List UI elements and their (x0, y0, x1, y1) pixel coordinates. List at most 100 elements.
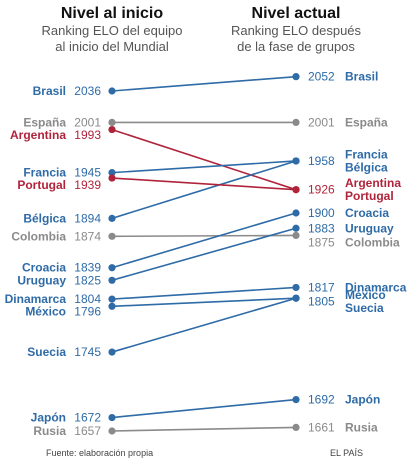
end-name-croacia: Croacia (345, 206, 389, 220)
end-value-espana: 2001 (308, 115, 335, 129)
slope-dots (108, 73, 300, 435)
slope-line-portugal (111, 177, 297, 191)
end-value-croacia: 1900 (308, 206, 335, 220)
start-value-colombia: 1874 (74, 229, 101, 243)
end-value-colombia: 1875 (308, 235, 335, 249)
slope-line-belgica (111, 160, 297, 220)
end-value-mexico-suecia: 1805 (308, 294, 335, 308)
start-name-francia: Francia (23, 166, 66, 180)
right-subtitle-line-2: de la fase de grupos (237, 39, 355, 54)
start-value-croacia: 1839 (74, 261, 101, 275)
end-dot-croacia (292, 209, 300, 217)
end-dot-brasil (292, 73, 300, 81)
end-name-portugal: Portugal (345, 189, 394, 203)
end-value-francia-belgica: 1958 (308, 154, 335, 168)
start-dot-japon (108, 413, 116, 422)
start-name-portugal: Portugal (17, 178, 66, 192)
start-name-belgica: Bélgica (23, 211, 66, 225)
start-value-espana: 2001 (74, 115, 101, 129)
start-value-rusia: 1657 (74, 424, 101, 438)
start-value-dinamarca: 1804 (74, 292, 101, 306)
end-name-mexico: México (345, 288, 386, 302)
start-name-suecia: Suecia (27, 345, 66, 359)
start-dot-argentina (108, 125, 116, 134)
start-name-brasil: Brasil (33, 84, 66, 98)
left-title: Nivel al inicio (61, 5, 163, 22)
start-name-espana: España (23, 115, 66, 129)
start-dot-belgica (108, 214, 116, 222)
end-value-uruguay: 1883 (308, 221, 335, 235)
start-name-croacia: Croacia (22, 261, 66, 275)
start-dot-espana (108, 118, 116, 126)
end-value-dinamarca: 1817 (308, 280, 335, 294)
end-name-suecia: Suecia (345, 301, 384, 315)
start-dot-croacia (108, 264, 116, 272)
end-dot-uruguay (292, 224, 300, 232)
end-name-dinamarca: Dinamarca (345, 280, 407, 294)
end-dot-suecia (292, 294, 300, 302)
end-value-rusia: 1661 (308, 420, 335, 434)
start-value-brasil: 2036 (74, 84, 101, 98)
slope-line-croacia (111, 212, 297, 269)
start-dot-mexico (108, 302, 116, 310)
start-dot-colombia (108, 232, 116, 240)
left-labels: 2036 Brasil 2001 España 1993 Argentina 1945 Fra… (5, 84, 102, 438)
start-name-argentina: Argentina (10, 128, 66, 142)
right-subtitle-line-1: Ranking ELO después (231, 23, 362, 38)
slope-line-colombia (111, 234, 297, 238)
start-name-dinamarca: Dinamarca (5, 292, 67, 306)
slope-line-dinamarca (111, 286, 297, 300)
left-subtitle-line-2: al inicio del Mundial (55, 39, 169, 54)
start-value-portugal: 1939 (74, 178, 101, 192)
end-value-japon: 1692 (308, 393, 335, 407)
end-name-argentina: Argentina (345, 176, 401, 190)
end-dot-portugal (292, 186, 300, 194)
slope-line-brasil (111, 75, 297, 92)
slope-line-japon (111, 398, 297, 419)
source-note: Fuente: elaboración propia (46, 448, 153, 458)
end-name-uruguay: Uruguay (345, 221, 394, 235)
start-value-mexico: 1796 (74, 305, 101, 319)
end-dot-rusia (292, 423, 300, 432)
end-dot-dinamarca (292, 283, 300, 292)
start-value-suecia: 1745 (74, 345, 101, 359)
slope-line-argentina (111, 128, 297, 191)
start-dot-portugal (108, 174, 116, 182)
start-value-argentina: 1993 (74, 128, 101, 142)
start-value-francia: 1945 (74, 166, 101, 180)
start-dot-uruguay (108, 276, 116, 284)
start-name-colombia: Colombia (11, 229, 66, 243)
slope-line-mexico (111, 297, 297, 308)
end-name-brasil: Brasil (345, 70, 378, 84)
start-dot-dinamarca (108, 295, 116, 303)
start-name-rusia: Rusia (33, 424, 66, 438)
end-name-rusia: Rusia (345, 420, 378, 434)
end-name-espana: España (345, 115, 388, 129)
end-dot-colombia (292, 231, 300, 240)
slope-line-uruguay (111, 227, 297, 282)
slope-lines (111, 75, 297, 432)
start-value-belgica: 1894 (74, 211, 101, 225)
end-dot-belgica (292, 157, 300, 165)
start-dot-suecia (108, 348, 116, 356)
start-value-japon: 1672 (74, 411, 101, 425)
start-dot-rusia (108, 427, 116, 435)
credit: EL PAÍS (330, 448, 363, 458)
left-subtitle-line-1: Ranking ELO del equipo (42, 23, 183, 38)
slope-line-francia (111, 160, 297, 174)
slope-line-suecia (111, 297, 297, 353)
start-name-uruguay: Uruguay (17, 273, 66, 287)
start-name-japon: Japón (31, 411, 66, 425)
start-value-uruguay: 1825 (74, 273, 101, 287)
end-name-francia: Francia (345, 147, 388, 161)
start-dot-brasil (108, 87, 116, 95)
start-name-mexico: México (25, 305, 66, 319)
start-dot-francia (108, 169, 116, 177)
end-name-japon: Japón (345, 393, 380, 407)
end-value-brasil: 2052 (308, 70, 335, 84)
end-dot-espana (292, 118, 300, 126)
end-name-belgica: Bélgica (345, 160, 388, 174)
end-dot-japon (292, 396, 300, 404)
